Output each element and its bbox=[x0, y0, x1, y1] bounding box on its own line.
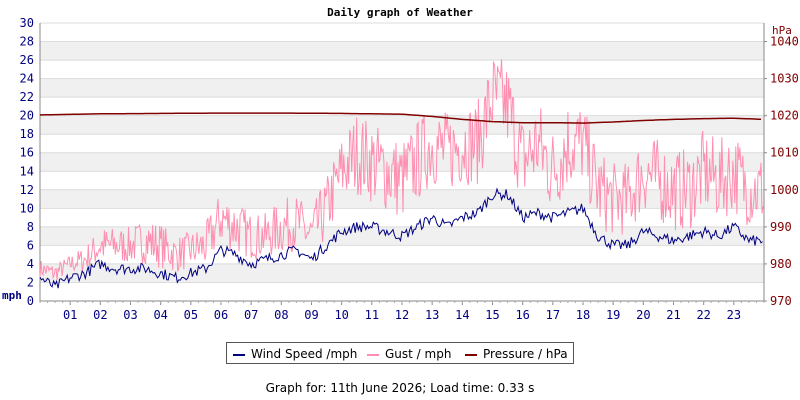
x-tick-label: 14 bbox=[455, 308, 469, 322]
grid-band bbox=[40, 115, 764, 135]
grid-band bbox=[40, 78, 764, 98]
legend-swatch-gust bbox=[367, 353, 379, 356]
x-tick-label: 18 bbox=[576, 308, 590, 322]
y-right-tick-label: 990 bbox=[770, 220, 792, 234]
y-right-tick-label: 1000 bbox=[770, 183, 799, 197]
chart-canvas: Daily graph of Weather mph hPa 024681012… bbox=[2, 6, 799, 322]
x-tick-label: 01 bbox=[63, 308, 77, 322]
x-tick-label: 03 bbox=[123, 308, 137, 322]
x-tick-label: 16 bbox=[515, 308, 529, 322]
x-tick-label: 07 bbox=[244, 308, 258, 322]
legend-swatch-wind bbox=[233, 353, 245, 356]
legend-label-pressure: Pressure / hPa bbox=[483, 347, 568, 361]
y-left-tick-label: 26 bbox=[20, 53, 34, 67]
x-tick-label: 23 bbox=[727, 308, 741, 322]
y-left-tick-label: 28 bbox=[20, 35, 34, 49]
page-footer: Graph for: 11th June 2026; Load time: 0.… bbox=[265, 381, 535, 395]
y-right-tick-label: 1010 bbox=[770, 146, 799, 160]
y-left-tick-label: 14 bbox=[20, 164, 34, 178]
y-right-tick-label: 970 bbox=[770, 294, 792, 308]
chart-title: Daily graph of Weather bbox=[327, 6, 473, 19]
y-left-tick-label: 12 bbox=[20, 183, 34, 197]
y-left-tick-label: 4 bbox=[27, 257, 34, 271]
y-left-tick-label: 0 bbox=[27, 294, 34, 308]
grid-band bbox=[40, 226, 764, 246]
x-tick-label: 21 bbox=[666, 308, 680, 322]
x-tick-label: 12 bbox=[395, 308, 409, 322]
x-tick-label: 09 bbox=[304, 308, 318, 322]
y-left-tick-label: 16 bbox=[20, 146, 34, 160]
y-left-tick-label: 10 bbox=[20, 201, 34, 215]
x-tick-label: 11 bbox=[365, 308, 379, 322]
y-left-tick-label: 22 bbox=[20, 90, 34, 104]
legend-label-wind: Wind Speed /mph bbox=[251, 347, 358, 361]
y-left-tick-label: 2 bbox=[27, 275, 34, 289]
y-axis-right-unit: hPa bbox=[772, 24, 792, 37]
x-tick-label: 13 bbox=[425, 308, 439, 322]
series-line-pressure bbox=[40, 112, 762, 124]
y-axis-left-unit: mph bbox=[2, 289, 22, 302]
y-right-tick-label: 980 bbox=[770, 257, 792, 271]
x-tick-label: 10 bbox=[334, 308, 348, 322]
series-line-wind-speed bbox=[39, 187, 763, 289]
x-tick-label: 04 bbox=[153, 308, 167, 322]
x-tick-label: 06 bbox=[214, 308, 228, 322]
x-tick-label: 19 bbox=[606, 308, 620, 322]
legend-label-gust: Gust / mph bbox=[385, 347, 452, 361]
x-tick-label: 02 bbox=[93, 308, 107, 322]
y-right-tick-label: 1040 bbox=[770, 35, 799, 49]
x-tick-label: 22 bbox=[696, 308, 710, 322]
y-right-tick-label: 1030 bbox=[770, 72, 799, 86]
y-left-tick-label: 24 bbox=[20, 72, 34, 86]
legend-item-gust: Gust / mph bbox=[367, 347, 451, 361]
grid-band bbox=[40, 41, 764, 61]
legend-item-wind: Wind Speed /mph bbox=[233, 347, 357, 361]
y-left-tick-label: 18 bbox=[20, 127, 34, 141]
legend-swatch-pressure bbox=[465, 353, 477, 356]
y-left-tick-label: 6 bbox=[27, 238, 34, 252]
chart-legend: Wind Speed /mph Gust / mph Pressure / hP… bbox=[226, 342, 574, 364]
x-tick-label: 08 bbox=[274, 308, 288, 322]
x-tick-label: 05 bbox=[184, 308, 198, 322]
grid-band bbox=[40, 263, 764, 283]
y-left-tick-label: 20 bbox=[20, 109, 34, 123]
y-left-tick-label: 8 bbox=[27, 220, 34, 234]
legend-item-pressure: Pressure / hPa bbox=[465, 347, 568, 361]
x-tick-label: 15 bbox=[485, 308, 499, 322]
y-right-tick-label: 1020 bbox=[770, 109, 799, 123]
x-tick-label: 17 bbox=[546, 308, 560, 322]
grid-band bbox=[40, 189, 764, 209]
y-left-tick-label: 30 bbox=[20, 16, 34, 30]
series-line-gust bbox=[39, 59, 764, 281]
x-tick-label: 20 bbox=[636, 308, 650, 322]
